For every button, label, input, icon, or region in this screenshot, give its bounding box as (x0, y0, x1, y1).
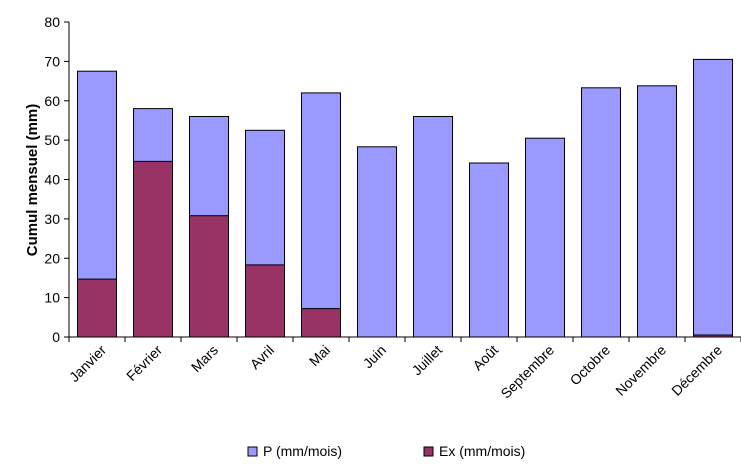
bar-ex-4 (301, 308, 341, 338)
bar-p-6 (413, 116, 453, 338)
legend: P (mm/mois) Ex (mm/mois) (247, 443, 525, 459)
x-tick-label: Octobre (567, 342, 614, 389)
y-tick-label: 40 (44, 172, 60, 188)
bar-ex-3 (245, 264, 285, 338)
legend-swatch-ex (423, 446, 434, 457)
bar-p-10 (637, 85, 677, 338)
x-tick-label: Février (123, 342, 165, 384)
x-tick-label: Avril (247, 342, 277, 372)
bar-p-4 (301, 92, 341, 338)
x-tick-label: Janvier (66, 342, 109, 385)
y-tick-label: 10 (44, 290, 60, 306)
bars (77, 58, 733, 338)
bar-p-5 (357, 146, 397, 338)
y-axis-title: Cumul mensuel (mm) (24, 104, 41, 257)
y-tick-label: 70 (44, 53, 60, 69)
x-tick-label: Décembre (668, 342, 725, 399)
legend-label-p: P (mm/mois) (263, 443, 342, 459)
y-tick-label: 60 (44, 93, 60, 109)
x-tick-label: Juillet (408, 342, 445, 379)
y-tick-label: 30 (44, 211, 60, 227)
x-tick-label: Mai (306, 342, 333, 369)
x-tick-label: Novembre (612, 342, 669, 399)
y-tick-label: 80 (44, 14, 60, 30)
bar-ex-1 (133, 160, 173, 338)
legend-label-ex: Ex (mm/mois) (439, 443, 525, 459)
bar-ex-11 (693, 334, 733, 338)
legend-swatch-p (247, 446, 258, 457)
bar-p-11 (693, 58, 733, 338)
x-tick-label: Août (469, 342, 501, 374)
bar-p-9 (581, 87, 621, 338)
bar-p-7 (469, 162, 509, 338)
y-tick-label: 50 (44, 132, 60, 148)
bar-ex-2 (189, 215, 229, 338)
bar-p-8 (525, 137, 565, 338)
x-tick-label: Septembre (497, 342, 557, 402)
x-tick-label: Mars (188, 342, 221, 375)
y-tick-label: 0 (52, 329, 60, 345)
x-tick-label: Juin (360, 342, 389, 371)
bar-ex-0 (77, 278, 117, 338)
axes (64, 21, 741, 342)
y-tick-label: 20 (44, 250, 60, 266)
